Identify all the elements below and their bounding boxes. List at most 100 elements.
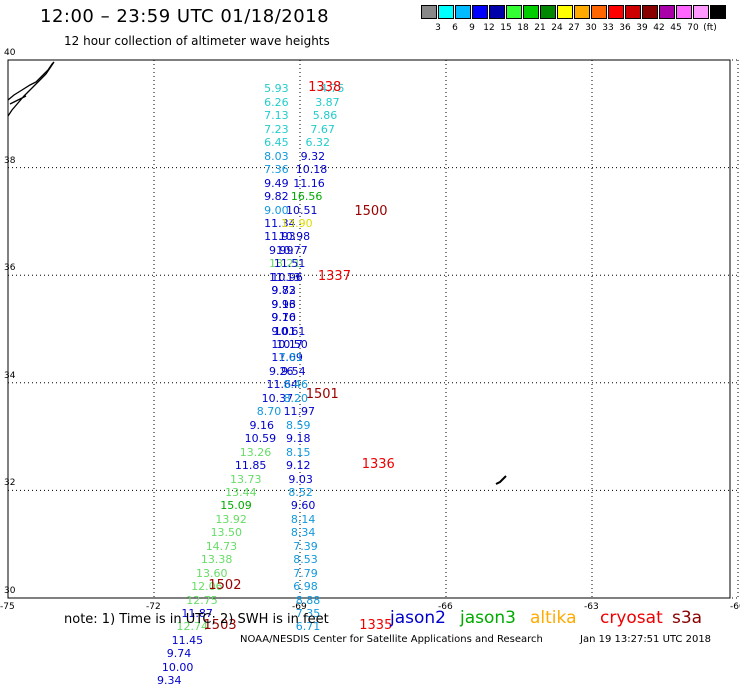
wave-height-point: 13.60 xyxy=(195,566,228,580)
pass-number: 1338 xyxy=(308,80,342,96)
wave-height-point: 9.54 xyxy=(281,364,306,378)
wave-height-point: 9.01 xyxy=(271,324,296,338)
wave-height-point: 7.36 xyxy=(264,163,289,177)
legend-swatch xyxy=(676,5,692,19)
legend-label: 12 xyxy=(483,23,495,33)
wave-height-point: 9.03 xyxy=(288,472,313,486)
wave-height-point: 12.06 xyxy=(191,580,223,594)
lon-tick-label: -75 xyxy=(0,602,15,612)
wave-height-point: 8.52 xyxy=(288,485,313,499)
lat-tick-label: 36 xyxy=(4,263,16,274)
wave-height-point: 11.87 xyxy=(181,607,213,620)
satellite-name: jason2 xyxy=(390,608,446,628)
legend-label: 27 xyxy=(568,23,580,33)
legend-swatch xyxy=(574,5,590,19)
wave-height-point: 13.21 xyxy=(268,257,301,271)
coastline xyxy=(7,61,55,117)
pass-number: 1337 xyxy=(317,268,351,284)
legend-label: 45 xyxy=(670,23,682,33)
legend-swatch xyxy=(608,5,624,19)
legend-swatch xyxy=(591,5,607,19)
wave-height-point: 8.15 xyxy=(286,445,311,459)
legend-label: 6 xyxy=(452,23,458,33)
lon-tick-label: -72 xyxy=(146,602,161,612)
wave-height-point: 15.09 xyxy=(220,499,252,513)
legend-label: 30 xyxy=(585,23,597,33)
wave-height-point: 10.96 xyxy=(271,270,303,284)
wave-height-point: 3.87 xyxy=(315,95,340,109)
legend-swatch xyxy=(540,5,556,19)
wave-height-point: 13.44 xyxy=(225,485,257,499)
wave-height-point: 11.93 xyxy=(264,230,296,244)
page-subtitle: 12 hour collection of altimeter wave hei… xyxy=(64,34,330,48)
wave-height-point: 8.53 xyxy=(293,553,318,567)
wave-height-point: 13.26 xyxy=(239,445,272,459)
wave-height-point: 6.45 xyxy=(264,136,289,150)
legend-label: 42 xyxy=(653,23,665,33)
wave-height-point: 8.59 xyxy=(286,418,311,432)
legend-swatch xyxy=(710,5,726,19)
wave-height-point: 10.00 xyxy=(161,660,194,674)
wave-height-point: 9.34 xyxy=(157,674,182,687)
satellite-name: jason3 xyxy=(460,608,516,628)
wave-height-point: 7.81 xyxy=(278,351,304,365)
legend-swatch xyxy=(659,5,675,19)
wave-height-point: 9.70 xyxy=(271,311,296,325)
legend-swatch xyxy=(438,5,454,19)
wave-height-point: 11.34 xyxy=(264,216,296,230)
wave-height-point: 11.45 xyxy=(171,633,204,647)
lat-tick-label: 32 xyxy=(4,478,16,489)
legend-swatch xyxy=(557,5,573,19)
legend-label: 15 xyxy=(500,23,512,33)
legend-swatch xyxy=(693,5,709,19)
wave-height-point: 13.92 xyxy=(215,512,247,526)
wave-height-point: 12.74 xyxy=(176,620,209,634)
lat-tick-label: 34 xyxy=(4,370,16,381)
legend-swatch xyxy=(421,5,437,19)
legend-swatch xyxy=(455,5,471,19)
wave-height-point: 11.97 xyxy=(283,405,316,419)
wave-height-point: 10.98 xyxy=(278,230,311,244)
legend-label: 9 xyxy=(469,23,475,33)
wave-height-point: 13.90 xyxy=(281,216,313,230)
lat-tick-label: 30 xyxy=(4,586,16,596)
wave-height-point: 6.26 xyxy=(264,95,289,109)
credit-text: NOAA/NESDIS Center for Satellite Applica… xyxy=(240,634,543,645)
legend-label: 24 xyxy=(551,23,563,33)
wave-height-point: 9.82 xyxy=(264,190,289,204)
wave-height-point: 7.79 xyxy=(293,566,318,580)
lon-tick-label: -63 xyxy=(584,602,599,612)
bermuda-island xyxy=(495,475,507,485)
wave-height-point: 7.39 xyxy=(293,539,318,553)
wave-height-point: 8.34 xyxy=(290,526,316,540)
page-title: 12:00 – 23:59 UTC 01/18/2018 xyxy=(40,6,330,27)
legend-label: 36 xyxy=(619,23,631,33)
legend-swatch xyxy=(625,5,641,19)
wave-height-point: 10.17 xyxy=(271,338,303,351)
wave-height-point: 4.75 xyxy=(320,82,345,96)
wave-height-point: 7.67 xyxy=(310,122,335,136)
wave-height-point: 9.73 xyxy=(271,284,296,298)
wave-height-point: 9.32 xyxy=(300,149,326,163)
wave-height-point: 9.00 xyxy=(264,203,289,217)
wave-height-point: 6.98 xyxy=(293,580,318,594)
wave-height-point: 11.85 xyxy=(234,459,267,473)
wave-height-point: 14.73 xyxy=(205,539,238,553)
map-grid xyxy=(7,59,739,599)
wave-height-point: 9.26 xyxy=(268,364,294,378)
satellite-name: cryosat xyxy=(600,608,663,628)
wave-height-point: 9.99 xyxy=(268,243,294,257)
wave-height-point: 10.51 xyxy=(286,203,318,217)
lon-tick-label: -69 xyxy=(292,602,307,612)
satellite-name: s3a xyxy=(672,608,703,628)
pass-number: 1500 xyxy=(354,204,388,220)
satellite-name: altika xyxy=(530,608,577,628)
lat-tick-label: 40 xyxy=(4,48,16,58)
legend-label: 21 xyxy=(534,23,546,33)
wave-height-point: 11.13 xyxy=(268,270,301,284)
wave-height-point: 10.77 xyxy=(276,243,308,257)
wave-height-point: 10.59 xyxy=(244,432,277,446)
legend-label: 3 xyxy=(435,23,441,33)
wave-height-point: 6.32 xyxy=(305,136,330,150)
legend-swatch xyxy=(489,5,505,19)
